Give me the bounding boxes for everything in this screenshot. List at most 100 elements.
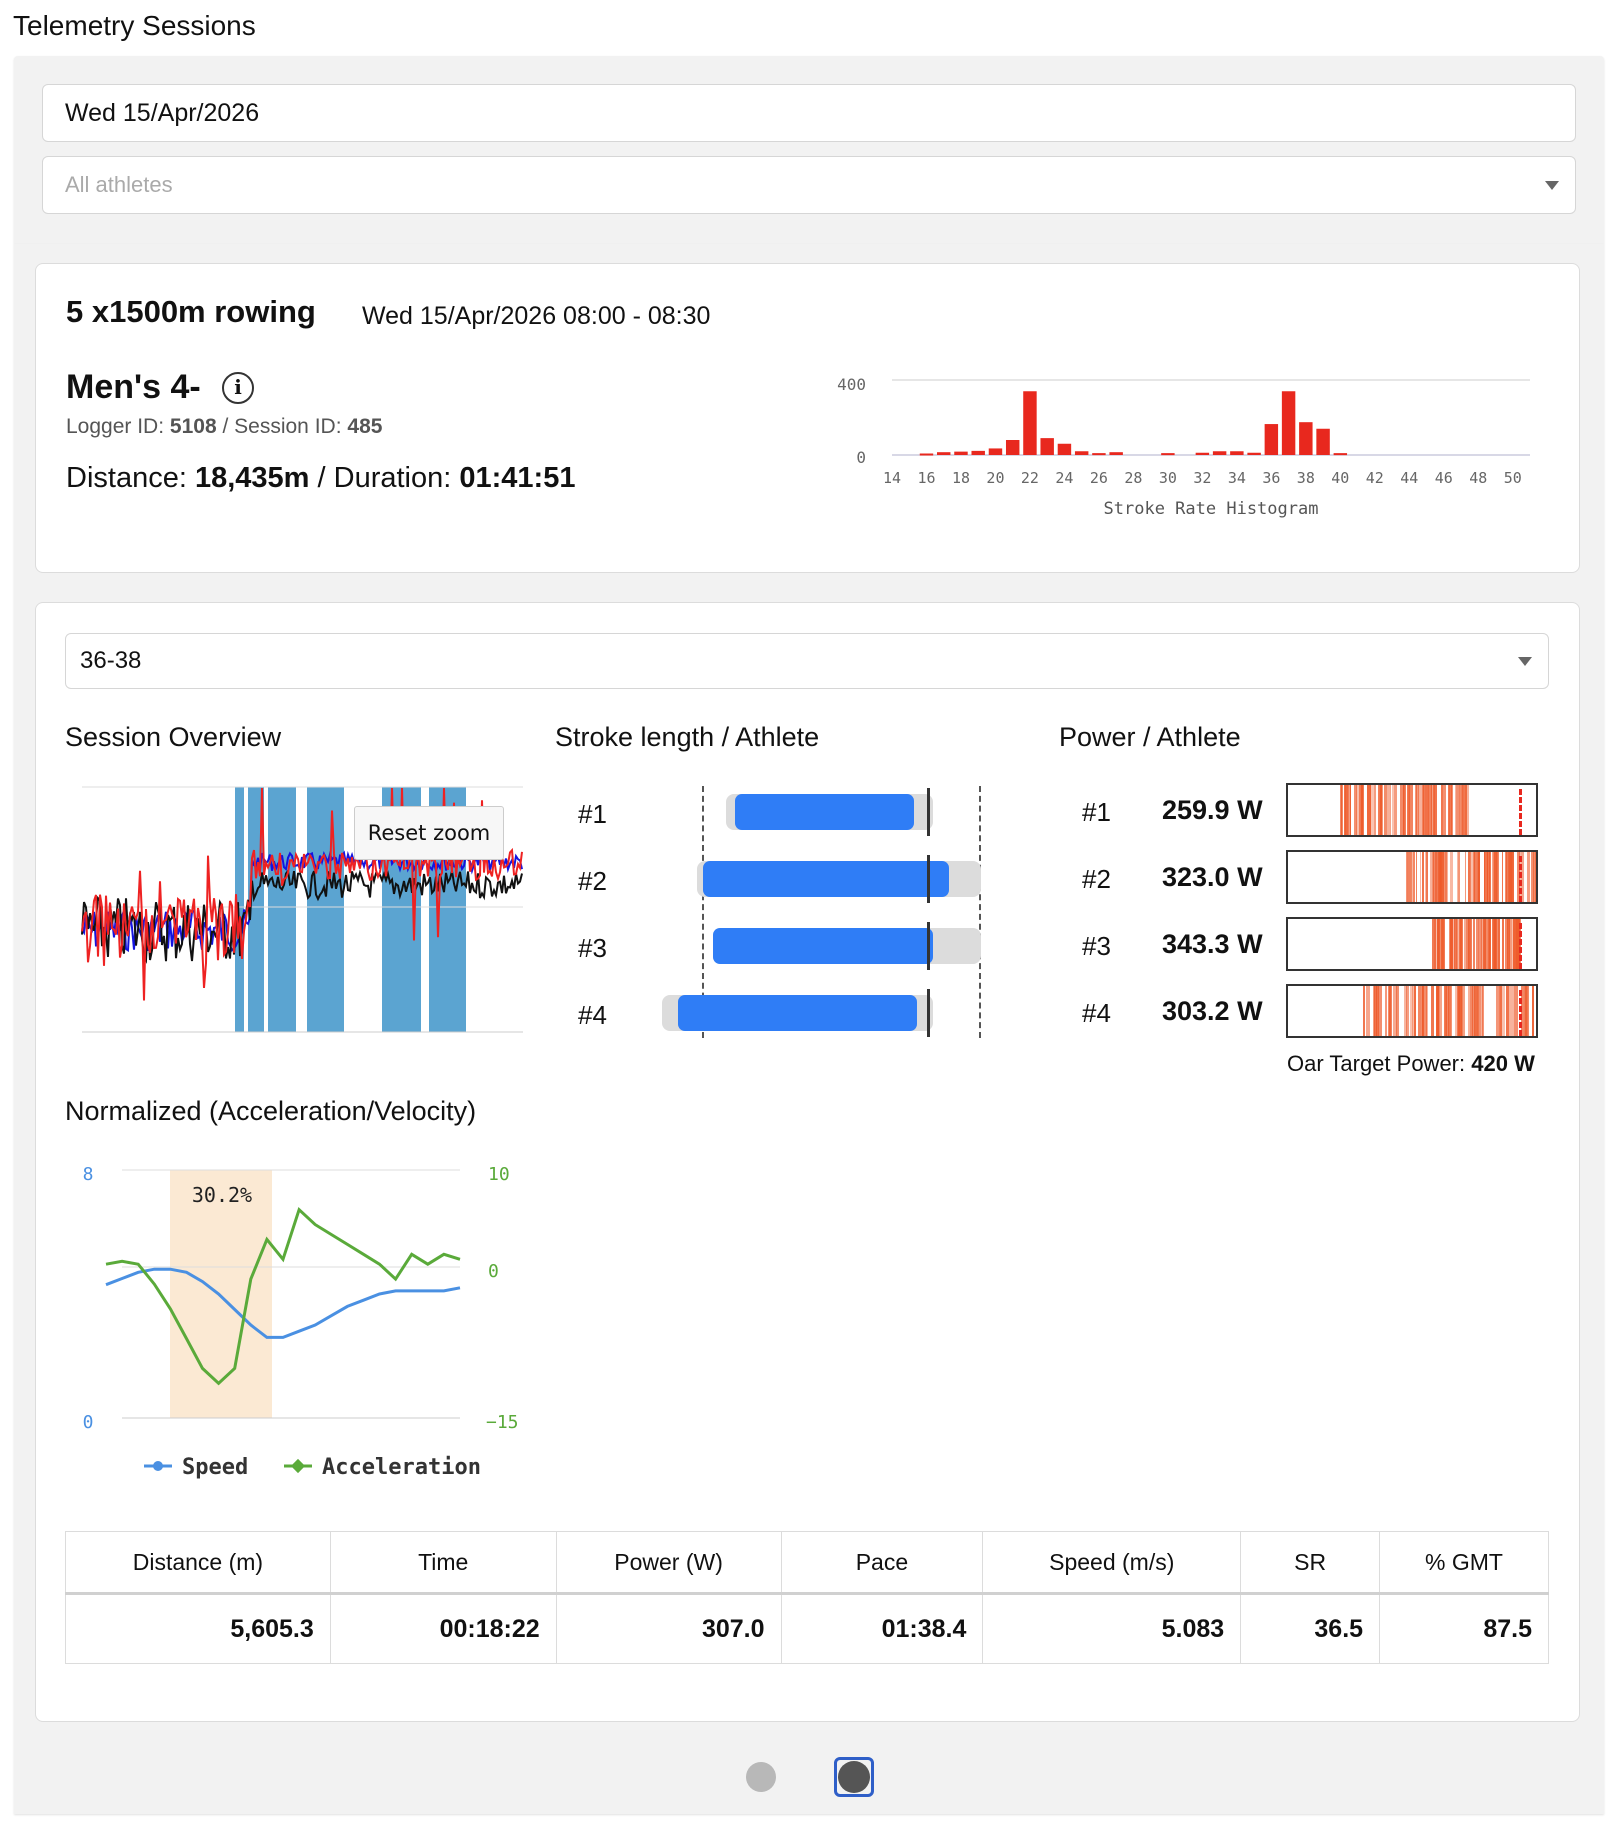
stats-header-cell[interactable]: Time: [329, 1531, 557, 1595]
power-stroke-mark: [1341, 785, 1343, 835]
page-dot-1[interactable]: [746, 1762, 776, 1792]
left-ytick: 0: [83, 1412, 94, 1433]
stats-header-cell[interactable]: % GMT: [1379, 1531, 1549, 1595]
power-stroke-mark: [1530, 852, 1535, 902]
power-stroke-mark: [1453, 919, 1457, 969]
hist-bar: [1299, 422, 1313, 455]
stats-header-cell[interactable]: Power (W): [555, 1531, 782, 1595]
power-stroke-mark: [1521, 986, 1525, 1036]
power-stroke-mark: [1532, 852, 1534, 902]
power-stroke-mark: [1437, 919, 1440, 969]
power-stroke-mark: [1435, 852, 1439, 902]
power-stroke-mark: [1448, 986, 1453, 1036]
interval-select[interactable]: 36-38: [65, 633, 1549, 689]
oar-target-power: Oar Target Power: 420 W: [1287, 1051, 1535, 1077]
power-stroke-mark: [1458, 785, 1460, 835]
power-stroke-mark: [1404, 986, 1408, 1036]
power-stroke-mark: [1437, 919, 1441, 969]
power-stroke-mark: [1535, 852, 1536, 902]
power-stroke-mark: [1430, 986, 1435, 1036]
power-stroke-mark: [1513, 919, 1518, 969]
power-stroke-mark: [1443, 852, 1446, 902]
hist-xtick: 14: [883, 469, 901, 487]
stats-value-cell: 307.0: [555, 1593, 782, 1664]
hist-xtick: 20: [986, 469, 1004, 487]
power-stroke-mark: [1530, 852, 1534, 902]
power-stroke-mark: [1458, 986, 1463, 1036]
stats-header-cell[interactable]: Speed (m/s): [982, 1531, 1242, 1595]
stroke-title: Stroke length / Athlete: [555, 722, 820, 752]
info-icon[interactable]: i: [222, 372, 254, 404]
power-stroke-mark: [1418, 785, 1423, 835]
power-stroke-mark: [1461, 785, 1465, 835]
power-stroke-mark: [1472, 852, 1476, 902]
stats-header-cell[interactable]: SR: [1240, 1531, 1381, 1595]
hist-bar: [1005, 440, 1020, 455]
hist-bar: [988, 448, 1003, 455]
power-stroke-mark: [1477, 852, 1480, 902]
power-stroke-mark: [1501, 919, 1505, 969]
power-stroke-mark: [1425, 785, 1429, 835]
interval-select-value: 36-38: [80, 647, 142, 674]
power-stroke-mark: [1478, 986, 1482, 1036]
power-stroke-mark: [1447, 785, 1452, 835]
power-stroke-mark: [1507, 919, 1510, 969]
power-stroke-mark: [1459, 785, 1462, 835]
stroke-phase-band: [170, 1170, 272, 1418]
power-stroke-mark: [1508, 919, 1513, 969]
page-dot-2-active[interactable]: [834, 1757, 874, 1797]
hist-xtick: 36: [1262, 469, 1280, 487]
stroke-athlete-label: #3: [578, 933, 607, 963]
power-stroke-mark: [1496, 986, 1499, 1036]
power-stroke-mark: [1445, 986, 1450, 1036]
power-stroke-mark: [1495, 919, 1498, 969]
overview-series-black: [81, 868, 523, 965]
power-stroke-mark: [1451, 919, 1455, 969]
power-athlete-label: #3: [1082, 931, 1111, 961]
power-stroke-mark: [1470, 986, 1474, 1036]
stats-header-cell[interactable]: Pace: [780, 1531, 984, 1595]
legend-speed[interactable]: Speed: [144, 1455, 248, 1480]
reset-zoom-button[interactable]: Reset zoom: [354, 806, 504, 860]
hist-bar: [1074, 451, 1089, 455]
power-stroke-mark: [1415, 785, 1420, 835]
page-title: Telemetry Sessions: [13, 10, 256, 41]
power-stroke-mark: [1516, 852, 1520, 902]
power-stroke-mark: [1432, 785, 1435, 835]
stats-header-cell[interactable]: Distance (m): [65, 1531, 331, 1595]
power-stroke-mark: [1489, 852, 1492, 902]
legend-acceleration[interactable]: Acceleration: [284, 1455, 481, 1480]
stats-table: Distance (m) Time Power (W) Pace Speed (m/s)…: [65, 1531, 1549, 1664]
stats-value-cell: 87.5: [1379, 1593, 1549, 1664]
power-stroke-mark: [1446, 852, 1449, 902]
power-stroke-mark: [1449, 852, 1453, 902]
hist-bar: [1092, 453, 1106, 456]
power-stroke-mark: [1437, 852, 1441, 902]
stats-value-cell: 00:18:22: [329, 1593, 557, 1664]
power-stroke-mark: [1413, 986, 1416, 1036]
power-stroke-mark: [1464, 852, 1466, 902]
athlete-select[interactable]: All athletes: [42, 156, 1576, 214]
power-stroke-mark: [1410, 986, 1413, 1036]
power-stroke-mark: [1460, 785, 1463, 835]
power-stroke-mark: [1475, 919, 1479, 969]
power-stroke-mark: [1394, 785, 1398, 835]
power-stroke-mark: [1460, 919, 1462, 969]
date-field[interactable]: Wed 15/Apr/2026: [42, 84, 1576, 142]
stroke-athlete-label: #2: [578, 866, 607, 896]
power-stroke-mark: [1482, 986, 1485, 1036]
hist-xtick: 32: [1193, 469, 1211, 487]
acceleration-line: [105, 1207, 461, 1386]
stroke-ref-line-left: [702, 786, 704, 1038]
hist-bar: [1161, 453, 1175, 456]
power-stroke-mark: [1497, 852, 1499, 902]
stats-header-row: Distance (m) Time Power (W) Pace Speed (m/s)…: [65, 1531, 1549, 1595]
power-stroke-mark: [1425, 986, 1428, 1036]
right-ytick: −15: [486, 1412, 519, 1433]
hist-bar: [919, 453, 934, 456]
power-stroke-mark: [1417, 785, 1419, 835]
power-stroke-mark: [1431, 852, 1435, 902]
power-stroke-mark: [1458, 785, 1463, 835]
power-stroke-mark: [1437, 986, 1441, 1036]
power-stroke-mark: [1425, 986, 1428, 1036]
